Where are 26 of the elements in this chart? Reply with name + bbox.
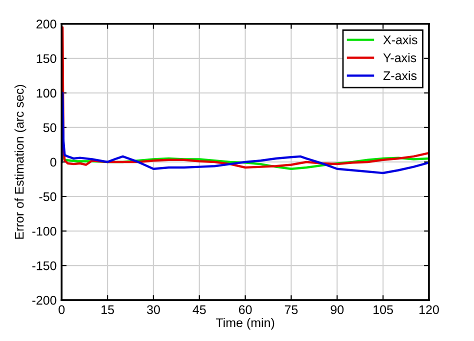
y-tick-label: 150 bbox=[36, 54, 56, 64]
y-tick-label: 0 bbox=[50, 158, 56, 167]
x-tick-label: 30 bbox=[146, 305, 160, 314]
x-tick-label: 105 bbox=[374, 305, 393, 314]
y-tick-label: -50 bbox=[39, 192, 56, 202]
x-axis-title: Time (min) bbox=[216, 318, 274, 330]
legend-label: X-axis bbox=[383, 35, 418, 44]
y-tick-label: -200 bbox=[32, 296, 56, 305]
line-series bbox=[62, 92, 429, 174]
y-tick-label: 200 bbox=[36, 20, 56, 29]
line-series bbox=[62, 154, 429, 170]
line-series bbox=[62, 26, 429, 169]
y-tick-label: -150 bbox=[32, 261, 56, 270]
x-tick-label: 90 bbox=[330, 305, 344, 314]
x-tick-label: 0 bbox=[58, 305, 65, 314]
x-tick-label: 45 bbox=[192, 305, 206, 314]
y-tick-label: 100 bbox=[36, 88, 56, 98]
x-tick-label: 120 bbox=[419, 305, 439, 314]
legend-label: Y-axis bbox=[383, 53, 416, 62]
x-tick-label: 15 bbox=[102, 305, 114, 314]
legend-label: Z-axis bbox=[383, 70, 417, 80]
x-tick-label: 60 bbox=[238, 305, 252, 314]
y-tick-label: -100 bbox=[32, 226, 56, 236]
y-tick-label: 50 bbox=[43, 123, 56, 132]
y-axis-title: Error of Estimation (arc sec) bbox=[14, 84, 26, 239]
x-tick-label: 75 bbox=[284, 305, 298, 314]
